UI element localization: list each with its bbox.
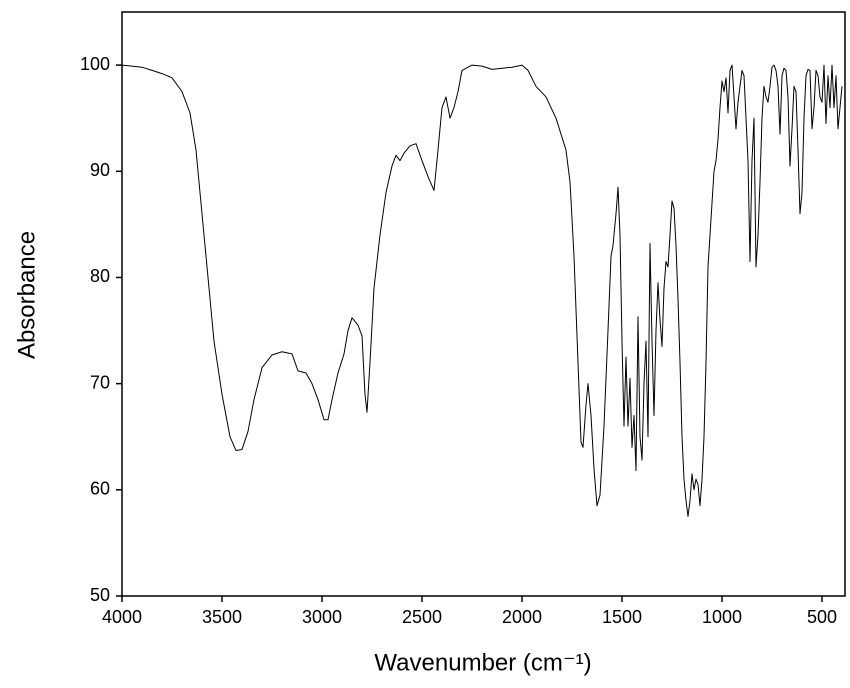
y-tick-label: 70 xyxy=(90,372,110,392)
x-tick-label: 4000 xyxy=(102,607,142,627)
y-tick-label: 100 xyxy=(80,54,110,74)
x-tick-label: 3000 xyxy=(302,607,342,627)
y-tick-label: 50 xyxy=(90,585,110,605)
y-tick-label: 90 xyxy=(90,160,110,180)
x-tick-label: 3500 xyxy=(202,607,242,627)
x-tick-label: 2500 xyxy=(402,607,442,627)
x-axis-title: Wavenumber (cm⁻¹) xyxy=(374,649,591,676)
spectrum-line xyxy=(121,64,843,517)
x-tick-label: 2000 xyxy=(502,607,542,627)
x-tick-label: 1500 xyxy=(602,607,642,627)
y-tick-label: 60 xyxy=(90,479,110,499)
x-tick-label: 500 xyxy=(807,607,837,627)
y-axis-title: Absorbance xyxy=(13,231,40,359)
x-tick-label: 1000 xyxy=(702,607,742,627)
plot-frame xyxy=(121,11,846,597)
y-tick-label: 80 xyxy=(90,266,110,286)
